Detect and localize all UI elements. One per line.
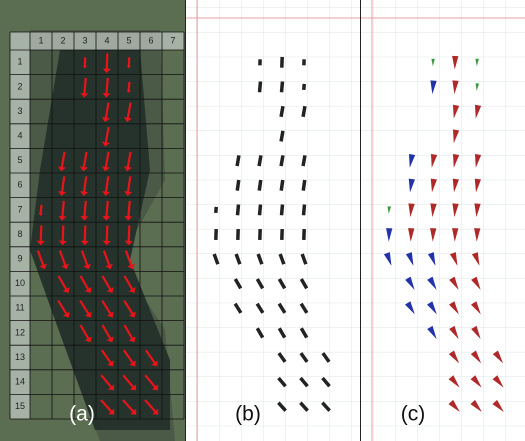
row-label: 5: [17, 155, 22, 165]
bar-glyph: [281, 180, 283, 191]
arrow: [107, 53, 108, 71]
panel-label: (b): [235, 403, 261, 426]
row-label: 4: [17, 130, 22, 140]
row-label: 2: [17, 81, 22, 91]
bar-glyph: [281, 131, 283, 142]
row-label: 11: [15, 303, 24, 313]
bar-glyph: [260, 82, 261, 93]
row-label: 14: [15, 376, 25, 386]
bar-glyph: [282, 82, 283, 93]
bar-glyph: [304, 84, 305, 90]
row-label: 12: [15, 327, 25, 337]
row-label: 6: [17, 180, 22, 190]
arrow: [84, 78, 86, 96]
column-label: 6: [148, 35, 153, 45]
panel-b-grid: [186, 0, 360, 441]
bar-glyph: [259, 155, 261, 166]
bar-glyph: [282, 205, 283, 216]
column-label: 3: [82, 35, 87, 45]
arrow: [84, 201, 86, 219]
bar-glyph: [237, 180, 239, 191]
panel-label: (c): [401, 403, 426, 426]
row-label: 10: [15, 278, 25, 288]
row-label: 7: [17, 204, 22, 214]
column-label: 1: [38, 35, 43, 45]
bar-glyph: [237, 155, 239, 166]
arrow: [107, 226, 108, 244]
bar-glyph: [281, 106, 283, 117]
row-label: 15: [15, 401, 25, 411]
bar-glyph: [259, 180, 261, 191]
arrow: [41, 205, 42, 215]
figure: 1234567123456789101112131415 (a) (b) (c): [0, 0, 525, 441]
bar-glyph: [304, 205, 305, 216]
bar-glyph: [260, 205, 261, 216]
row-label: 1: [17, 57, 22, 67]
row-label: 8: [17, 229, 22, 239]
bar-glyph: [281, 155, 283, 166]
row-label: 9: [17, 253, 22, 263]
panel-c-grid: [361, 0, 525, 441]
arrow: [106, 201, 108, 219]
panel-label: (a): [69, 403, 95, 426]
bar-glyph: [238, 205, 239, 216]
bar-glyph: [303, 106, 305, 117]
column-label: 2: [60, 35, 65, 45]
column-label: 4: [104, 35, 109, 45]
column-label: 7: [170, 35, 175, 45]
bar-glyph: [216, 207, 217, 213]
bar-glyph: [303, 155, 305, 166]
row-label: 13: [15, 352, 25, 362]
header-row: [10, 32, 184, 50]
bar-glyph: [303, 180, 305, 191]
arrow: [85, 226, 86, 244]
row-label: 3: [17, 106, 22, 116]
column-label: 5: [126, 35, 131, 45]
arrow: [106, 78, 108, 96]
arrow: [129, 82, 130, 92]
